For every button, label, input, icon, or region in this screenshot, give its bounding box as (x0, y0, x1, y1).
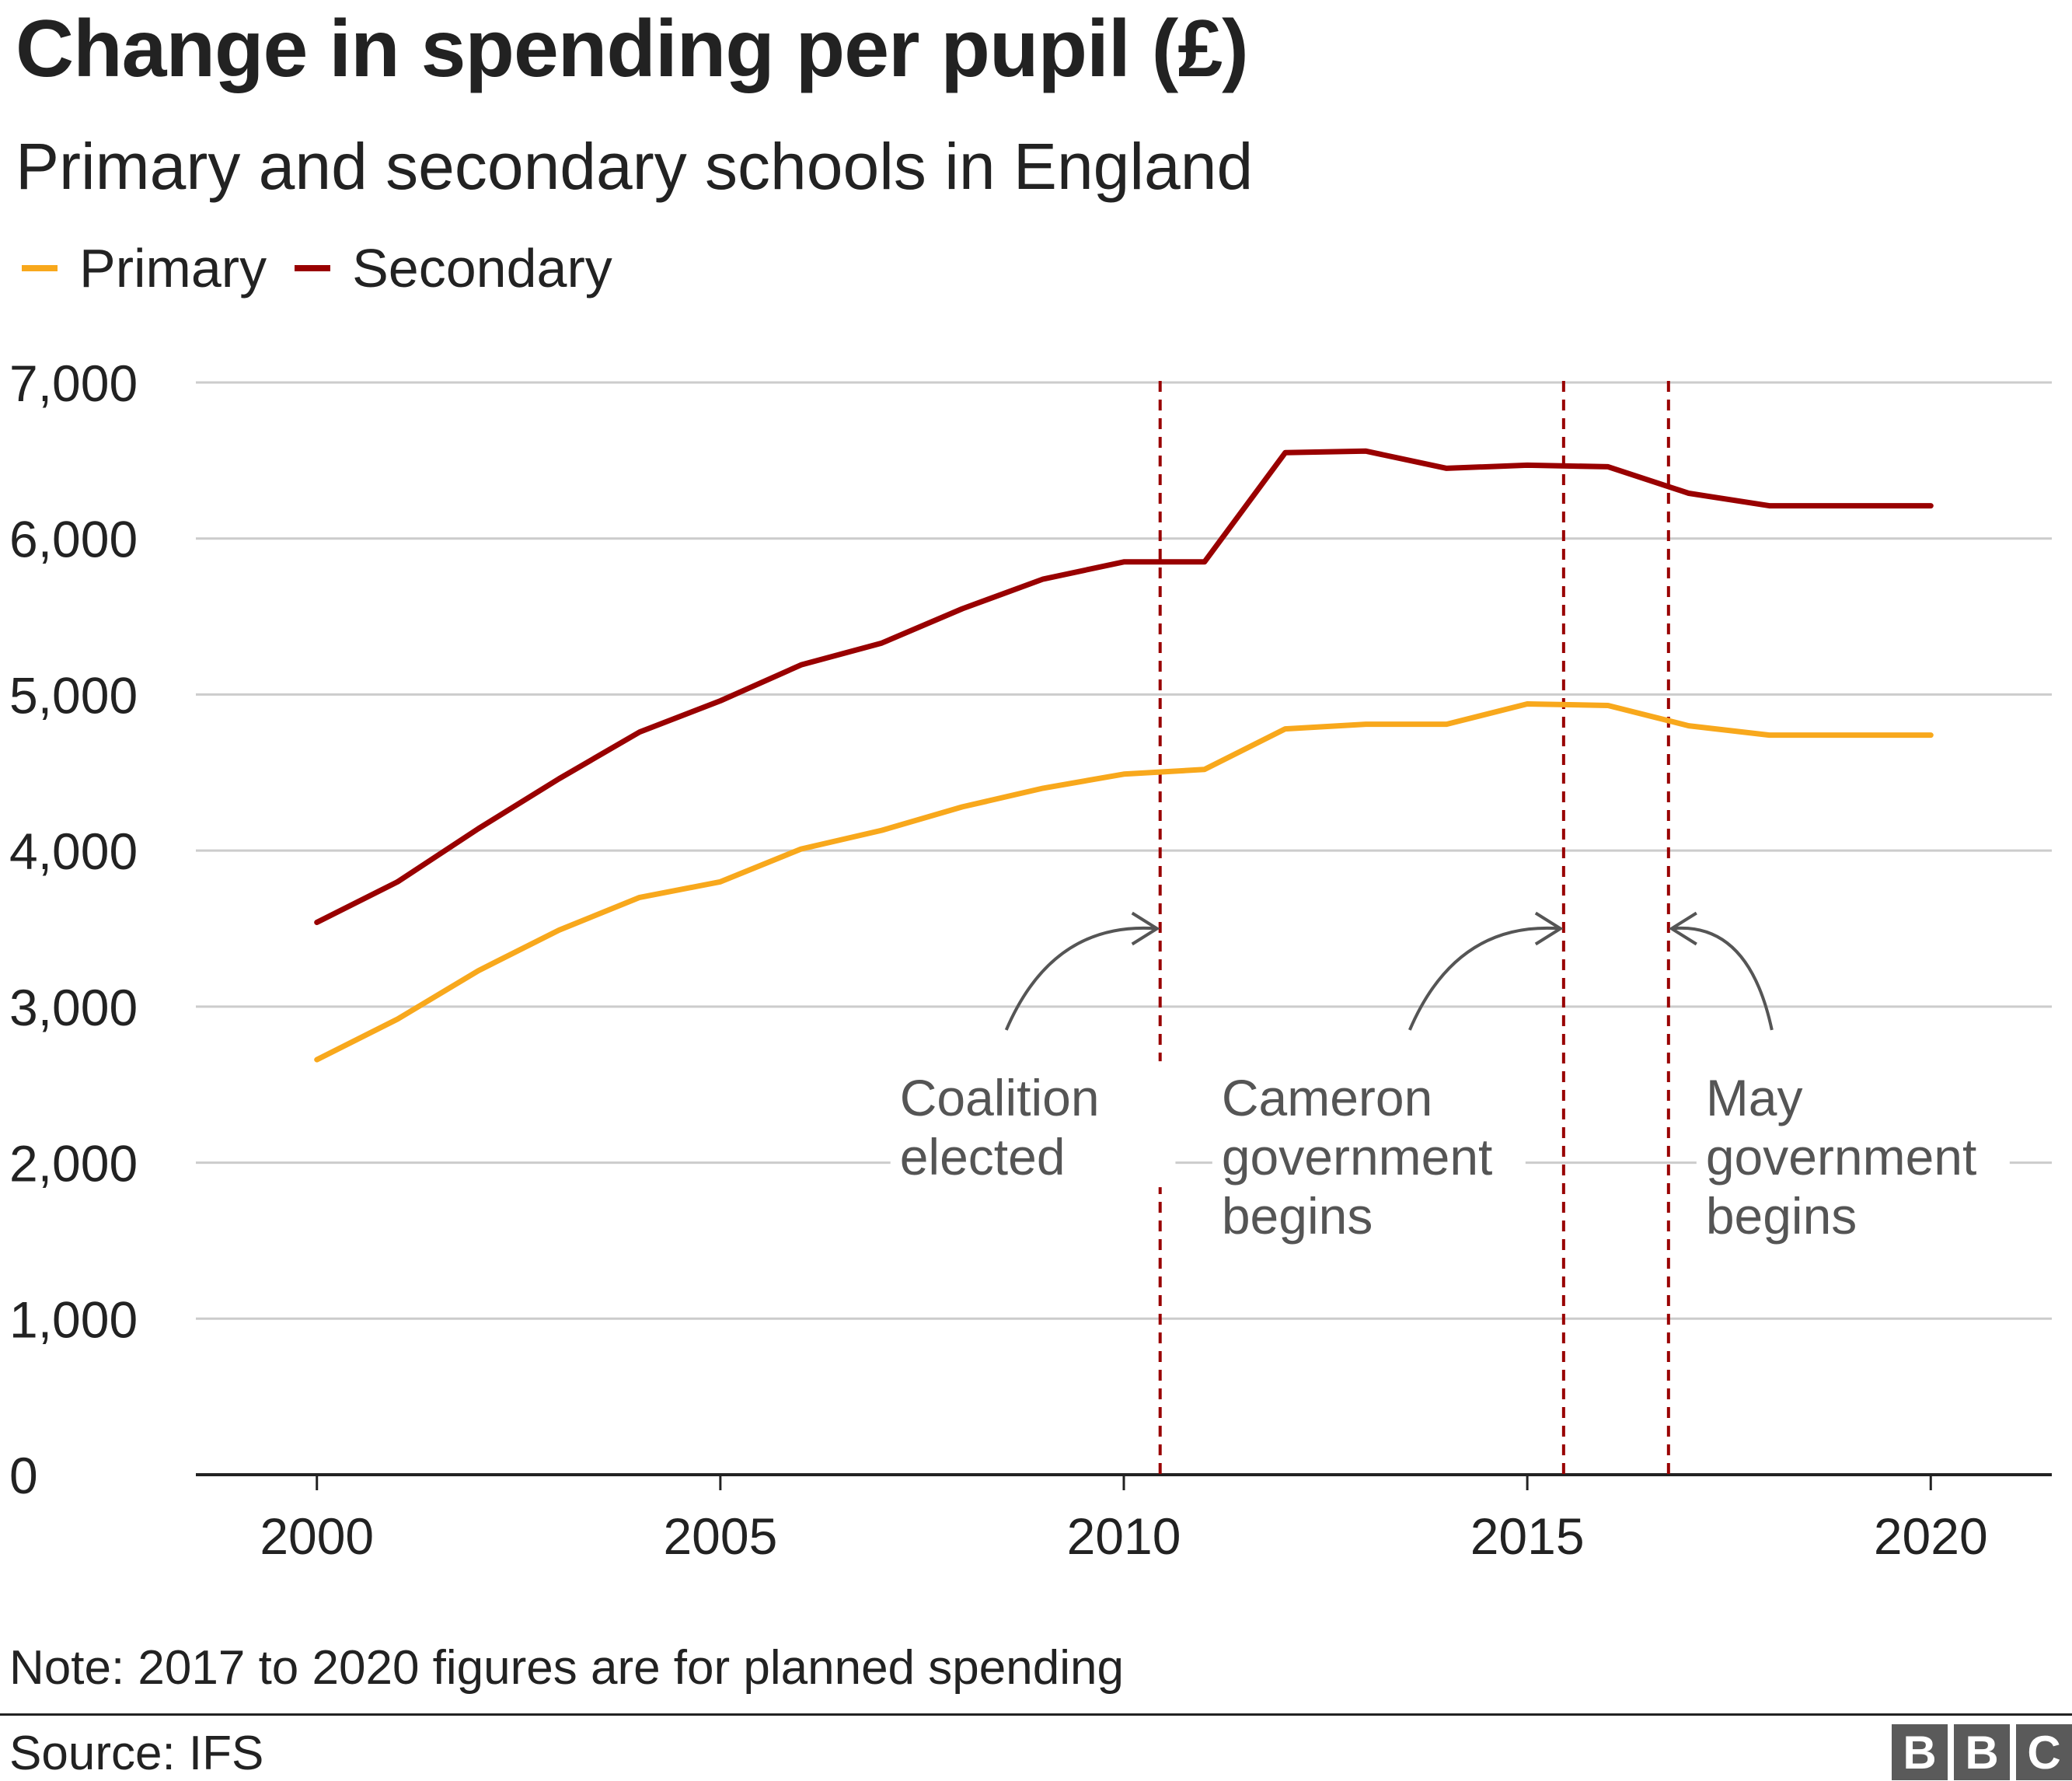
bbc-logo-letter: B (1892, 1724, 1948, 1780)
legend-swatch-secondary (295, 265, 331, 271)
bbc-logo: B B C (1892, 1724, 2072, 1780)
annotation-text: government (1222, 1128, 1493, 1186)
y-tick-label: 4,000 (9, 822, 138, 880)
x-tick-label: 2000 (260, 1507, 374, 1565)
annotation-arrow (1408, 926, 1561, 1031)
annotation-text: government (1706, 1128, 1977, 1186)
series-line-secondary (314, 448, 1934, 925)
legend: Primary Secondary (22, 237, 640, 299)
series-line-primary (314, 701, 1934, 1063)
chart-note: Note: 2017 to 2020 figures are for plann… (9, 1641, 1124, 1695)
chart-title: Change in spending per pupil (£) (16, 4, 1249, 94)
annotation-text: elected (900, 1128, 1066, 1186)
series-lines (314, 448, 1934, 1063)
annotation-background (1212, 1061, 1526, 1247)
annotation-arrowhead (1131, 911, 1160, 946)
footer-divider (0, 1713, 2072, 1716)
legend-item-secondary: Secondary (295, 237, 612, 299)
legend-item-primary: Primary (22, 237, 267, 299)
y-tick-label: 7,000 (9, 354, 138, 412)
x-axis: 2000 2005 2010 2015 2020 (196, 1473, 2052, 1565)
x-tick-label: 2015 (1470, 1507, 1585, 1565)
legend-swatch-primary (22, 265, 58, 271)
y-tick-label: 5,000 (9, 666, 138, 724)
annotation-text: begins (1222, 1187, 1373, 1245)
gridlines (196, 381, 2052, 1320)
annotations: CoalitionelectedCamerongovernmentbeginsM… (890, 911, 2010, 1247)
y-tick-label: 0 (9, 1447, 38, 1504)
bbc-logo-letter: C (2016, 1724, 2072, 1780)
annotation-text: begins (1706, 1187, 1857, 1245)
annotation-background (890, 1061, 1176, 1188)
y-tick-label: 6,000 (9, 511, 138, 568)
line-chart: 0 1,000 2,000 3,000 4,000 5,000 6,000 7,000 200… (9, 354, 2052, 1565)
annotation-arrowhead (1669, 911, 1697, 946)
annotation-arrowhead (1534, 911, 1564, 946)
annotation-text: May (1706, 1069, 1803, 1126)
y-tick-label: 2,000 (9, 1135, 138, 1193)
annotation-arrow (1671, 926, 1774, 1031)
x-tick-label: 2010 (1067, 1507, 1181, 1565)
y-tick-label: 1,000 (9, 1290, 138, 1348)
event-lines (1158, 381, 1670, 1475)
annotation-background (1696, 1061, 2010, 1247)
chart-subtitle: Primary and secondary schools in England (16, 130, 1254, 203)
legend-label-primary: Primary (79, 238, 267, 299)
annotation-text: Cameron (1222, 1069, 1432, 1126)
y-axis-labels: 0 1,000 2,000 3,000 4,000 5,000 6,000 7,000 (9, 354, 138, 1504)
x-tick-label: 2005 (663, 1507, 777, 1565)
legend-label-secondary: Secondary (352, 238, 612, 299)
bbc-logo-letter: B (1954, 1724, 2010, 1780)
x-tick-label: 2020 (1874, 1507, 1988, 1565)
y-tick-label: 3,000 (9, 979, 138, 1036)
chart-source: Source: IFS (9, 1727, 264, 1780)
annotation-text: Coalition (900, 1069, 1100, 1126)
annotation-arrow (1004, 926, 1157, 1031)
